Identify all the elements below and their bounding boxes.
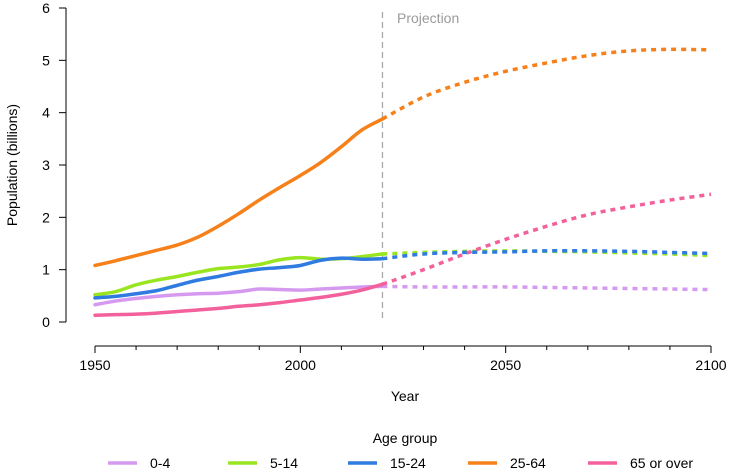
series-line-0-4-projection bbox=[382, 284, 712, 292]
projection-annotation: Projection bbox=[397, 10, 459, 26]
x-tick-label: 2050 bbox=[490, 357, 521, 373]
series-line-25-64-projection bbox=[381, 47, 712, 121]
legend: 0-4 5-14 15-24 25-64 65 or over bbox=[108, 455, 693, 471]
y-tick-label: 4 bbox=[42, 105, 50, 121]
legend-label-25-64: 25-64 bbox=[510, 455, 546, 471]
legend-label-65-or-over: 65 or over bbox=[630, 455, 693, 471]
series-line-25-64-historical bbox=[93, 117, 385, 268]
y-tick-label: 6 bbox=[42, 0, 50, 16]
y-tick-label: 5 bbox=[42, 52, 50, 68]
series-line-65-or-over-historical bbox=[93, 282, 385, 317]
series-line-15-24-historical bbox=[93, 256, 385, 300]
x-tick-label: 2000 bbox=[285, 357, 316, 373]
plot-area bbox=[93, 12, 712, 322]
legend-title: Age group bbox=[373, 430, 438, 446]
x-tick-label: 2100 bbox=[695, 357, 726, 373]
legend-label-0-4: 0-4 bbox=[150, 455, 170, 471]
y-tick-label: 3 bbox=[42, 157, 50, 173]
y-tick-label: 2 bbox=[42, 209, 50, 225]
x-axis-title: Year bbox=[391, 388, 420, 404]
series-line-65-or-over-projection bbox=[381, 192, 712, 286]
axes: 0 1 2 3 4 5 6 1950 2000 2050 2100 bbox=[42, 0, 727, 373]
legend-label-5-14: 5-14 bbox=[270, 455, 298, 471]
y-axis-title: Population (billions) bbox=[4, 104, 20, 226]
y-tick-label: 1 bbox=[42, 262, 50, 278]
series-line-15-24-projection bbox=[382, 248, 712, 261]
x-tick-label: 1950 bbox=[79, 357, 110, 373]
series-line-0-4-historical bbox=[93, 284, 385, 307]
legend-label-15-24: 15-24 bbox=[390, 455, 426, 471]
y-tick-label: 0 bbox=[42, 314, 50, 330]
